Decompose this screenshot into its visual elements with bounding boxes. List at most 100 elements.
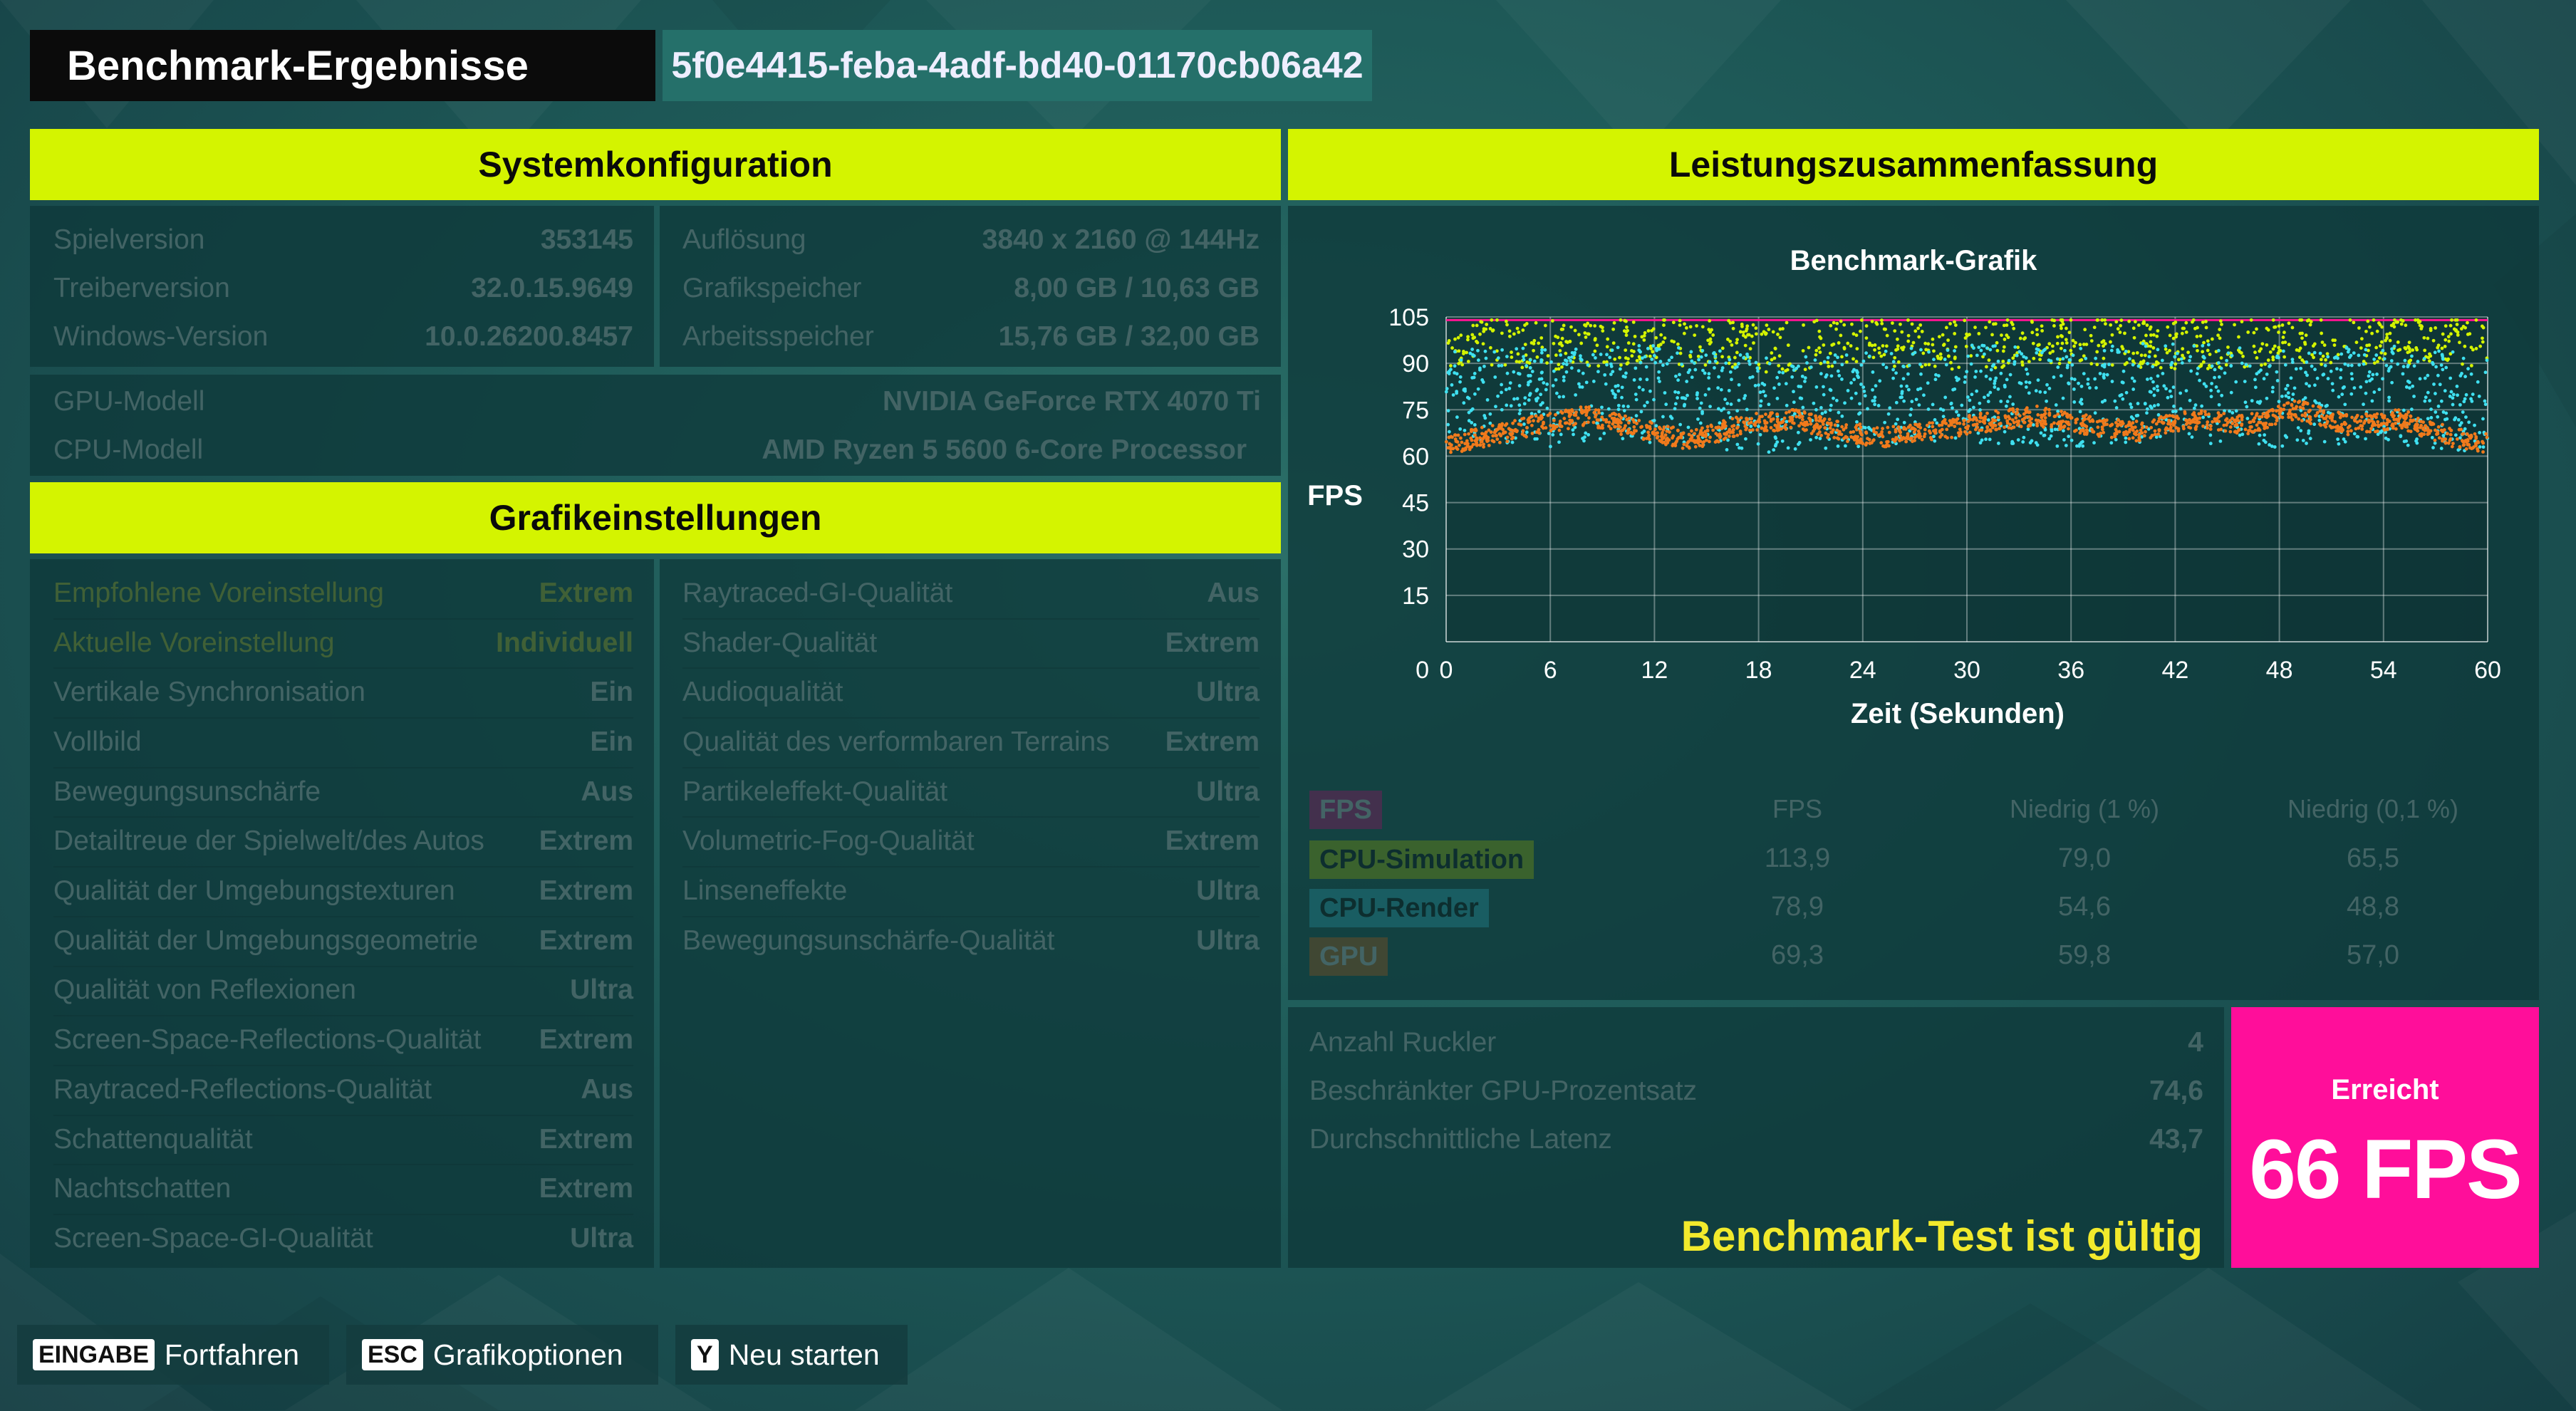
- data-point: [1634, 414, 1638, 418]
- data-point: [2468, 436, 2473, 440]
- restart-button[interactable]: Y Neu starten: [675, 1325, 908, 1385]
- data-point: [1679, 436, 1683, 439]
- data-point: [2390, 347, 2394, 351]
- data-point: [1750, 417, 1754, 421]
- data-point: [2187, 432, 2191, 436]
- data-point: [1953, 418, 1957, 422]
- data-point: [2181, 427, 2186, 431]
- data-point: [2016, 438, 2020, 442]
- stats-panel: [1288, 1007, 2224, 1268]
- data-point: [1812, 427, 1817, 431]
- data-point: [1742, 420, 1746, 425]
- data-point: [1542, 381, 1546, 385]
- data-point: [1654, 346, 1658, 350]
- data-point: [2283, 434, 2287, 438]
- data-point: [2401, 408, 2406, 412]
- graphics-options-button[interactable]: ESC Grafikoptionen: [346, 1325, 658, 1385]
- data-point: [1700, 431, 1705, 435]
- data-point: [1544, 387, 1548, 392]
- data-point: [2157, 428, 2161, 432]
- data-point: [1455, 446, 1458, 450]
- data-point: [1941, 420, 1945, 425]
- x-tick-label: 54: [2370, 657, 2397, 684]
- data-point: [1658, 360, 1663, 363]
- data-point: [2305, 373, 2309, 378]
- data-point: [1640, 335, 1644, 339]
- data-point: [2421, 420, 2426, 425]
- data-point: [1653, 427, 1657, 432]
- data-point: [2093, 377, 2097, 381]
- data-point: [1463, 432, 1467, 437]
- data-point: [2359, 415, 2364, 419]
- data-point: [2428, 399, 2432, 403]
- data-point: [1940, 423, 1944, 427]
- continue-button[interactable]: EINGABE Fortfahren: [17, 1325, 329, 1385]
- data-point: [1852, 368, 1856, 372]
- data-point: [1521, 429, 1525, 433]
- data-point: [2151, 346, 2156, 350]
- data-point: [2437, 349, 2441, 353]
- data-point: [2060, 341, 2065, 345]
- data-point: [1638, 378, 1642, 381]
- data-point: [2364, 391, 2368, 395]
- data-point: [1600, 423, 1604, 427]
- data-point: [1792, 400, 1796, 405]
- data-point: [2228, 429, 2233, 434]
- data-point: [2298, 355, 2302, 360]
- data-point: [1933, 439, 1937, 443]
- data-point: [2026, 425, 2030, 428]
- data-point: [2423, 348, 2427, 353]
- data-point: [1654, 431, 1658, 435]
- data-point: [2436, 425, 2441, 429]
- data-point: [2376, 420, 2380, 424]
- data-point: [1698, 444, 1702, 447]
- data-point: [2448, 323, 2453, 328]
- data-point: [1993, 379, 1997, 383]
- data-point: [1698, 406, 1702, 410]
- data-point: [1476, 348, 1480, 353]
- data-point: [2156, 329, 2160, 333]
- data-point: [1715, 439, 1718, 443]
- data-point: [1944, 363, 1948, 367]
- data-point: [2282, 403, 2286, 407]
- data-point: [1858, 411, 1862, 415]
- data-point: [2202, 382, 2206, 386]
- data-point: [2011, 356, 2015, 360]
- data-point: [1535, 355, 1539, 359]
- data-point: [1567, 410, 1571, 415]
- data-point: [2332, 343, 2337, 347]
- data-point: [1822, 385, 1825, 389]
- data-point: [1550, 319, 1554, 323]
- data-point: [2084, 356, 2088, 360]
- data-point: [1973, 415, 1976, 420]
- data-point: [1730, 429, 1735, 434]
- data-point: [1509, 404, 1513, 408]
- data-point: [1558, 349, 1562, 353]
- data-point: [2065, 341, 2069, 345]
- data-point: [2131, 436, 2135, 440]
- data-point: [2408, 350, 2411, 354]
- data-point: [2407, 340, 2411, 345]
- data-point: [2122, 432, 2126, 437]
- data-point: [2191, 320, 2194, 324]
- data-point: [1601, 329, 1605, 333]
- data-point: [2363, 419, 2367, 423]
- data-point: [2114, 406, 2119, 410]
- data-point: [2352, 351, 2356, 355]
- data-point: [1626, 405, 1630, 409]
- data-point: [2275, 370, 2279, 374]
- data-point: [1616, 424, 1621, 428]
- data-point: [2116, 327, 2120, 331]
- data-point: [1814, 422, 1819, 426]
- data-point: [2426, 428, 2430, 432]
- data-point: [1614, 412, 1618, 417]
- data-point: [2047, 437, 2052, 441]
- data-point: [2434, 392, 2437, 395]
- data-point: [1858, 402, 1861, 406]
- data-point: [2467, 420, 2471, 425]
- data-point: [2105, 373, 2109, 377]
- data-point: [2403, 417, 2407, 421]
- data-point: [1481, 380, 1485, 384]
- data-point: [1818, 425, 1822, 429]
- data-point: [2140, 422, 2144, 427]
